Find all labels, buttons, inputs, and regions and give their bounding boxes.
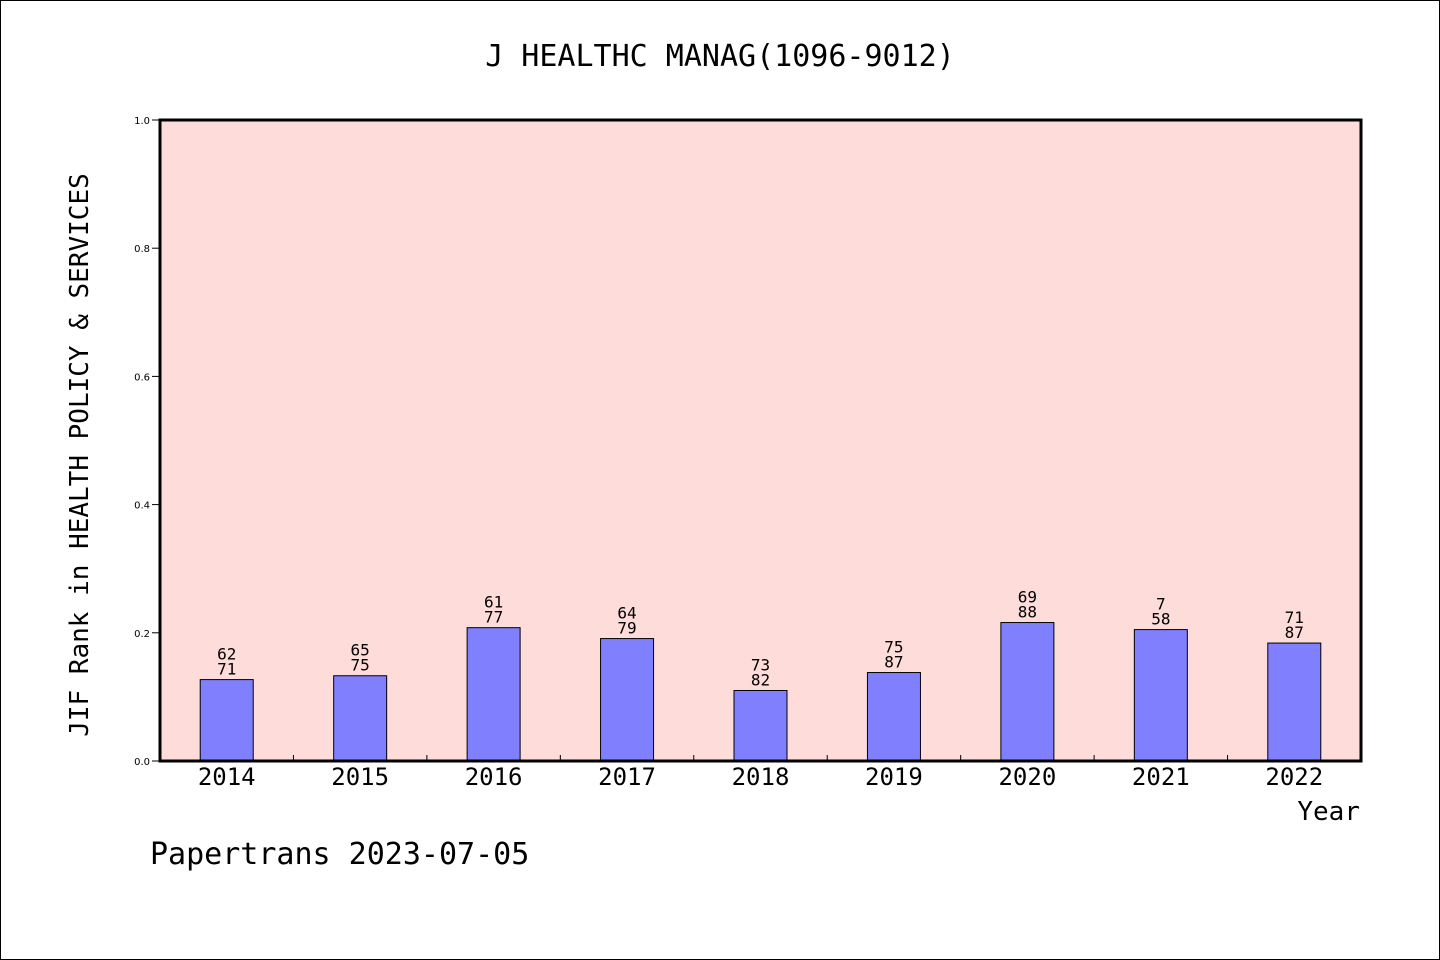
bar-label-top: 75 [884,638,903,657]
bar-label-top: 61 [484,593,503,612]
bar-label-top: 69 [1018,588,1037,607]
chart-title: J HEALTHC MANAG(1096-9012) [485,39,955,74]
bar-label-top: 62 [217,645,236,664]
bar-label-top: 64 [617,604,636,623]
y-tick-label: 0.0 [134,757,150,768]
bar-label-bottom: 58 [1151,610,1170,629]
x-tick-label: 2022 [1265,763,1323,791]
x-tick-label: 2015 [331,763,389,791]
bar [1000,622,1055,762]
bar-label-top: 7 [1156,595,1166,614]
bar-label-bottom: 87 [884,653,903,672]
x-tick-label: 2018 [732,763,790,791]
bar-label-bottom: 77 [484,608,503,627]
y-tick-label: 0.2 [134,629,150,640]
bar [866,672,921,762]
bar-label-top: 73 [751,655,770,674]
bar [600,638,655,762]
y-tick-label: 0.8 [134,244,150,255]
x-tick-label: 2016 [465,763,523,791]
bar-label-bottom: 88 [1018,603,1037,622]
bar-label-bottom: 79 [617,619,636,638]
x-tick-label: 2019 [865,763,923,791]
plot-border [158,118,1363,763]
x-tick-label: 2020 [998,763,1056,791]
bar-label-bottom: 71 [217,660,236,679]
y-tick-label: 0.4 [134,501,150,512]
bar-label-bottom: 87 [1285,623,1304,642]
bar [466,627,521,762]
y-axis-label: JIF Rank in HEALTH POLICY & SERVICES [65,173,95,737]
bar [733,689,788,762]
bar [333,675,388,762]
y-tick-label: 0.6 [134,372,150,383]
bar-label-bottom: 75 [351,656,370,675]
bar [1133,629,1188,762]
bar-label-top: 71 [1285,608,1304,627]
y-axis-ticks: 0.0 0.2 0.4 0.6 0.8 1.0 [134,116,160,768]
y-tick-label: 1.0 [134,116,150,127]
bar-label-bottom: 82 [751,670,770,689]
bar-label-top: 65 [351,641,370,660]
x-tick-label: 2014 [198,763,256,791]
x-axis-ticks: 2014 2015 2016 2017 2018 2019 2020 2021 2022 [198,755,1323,791]
bar [199,679,254,762]
x-tick-label: 2021 [1132,763,1190,791]
bar [1267,642,1322,762]
x-axis-label: Year [1297,797,1360,827]
x-tick-label: 2017 [598,763,656,791]
footer-credit: Papertrans 2023-07-05 [150,837,529,872]
